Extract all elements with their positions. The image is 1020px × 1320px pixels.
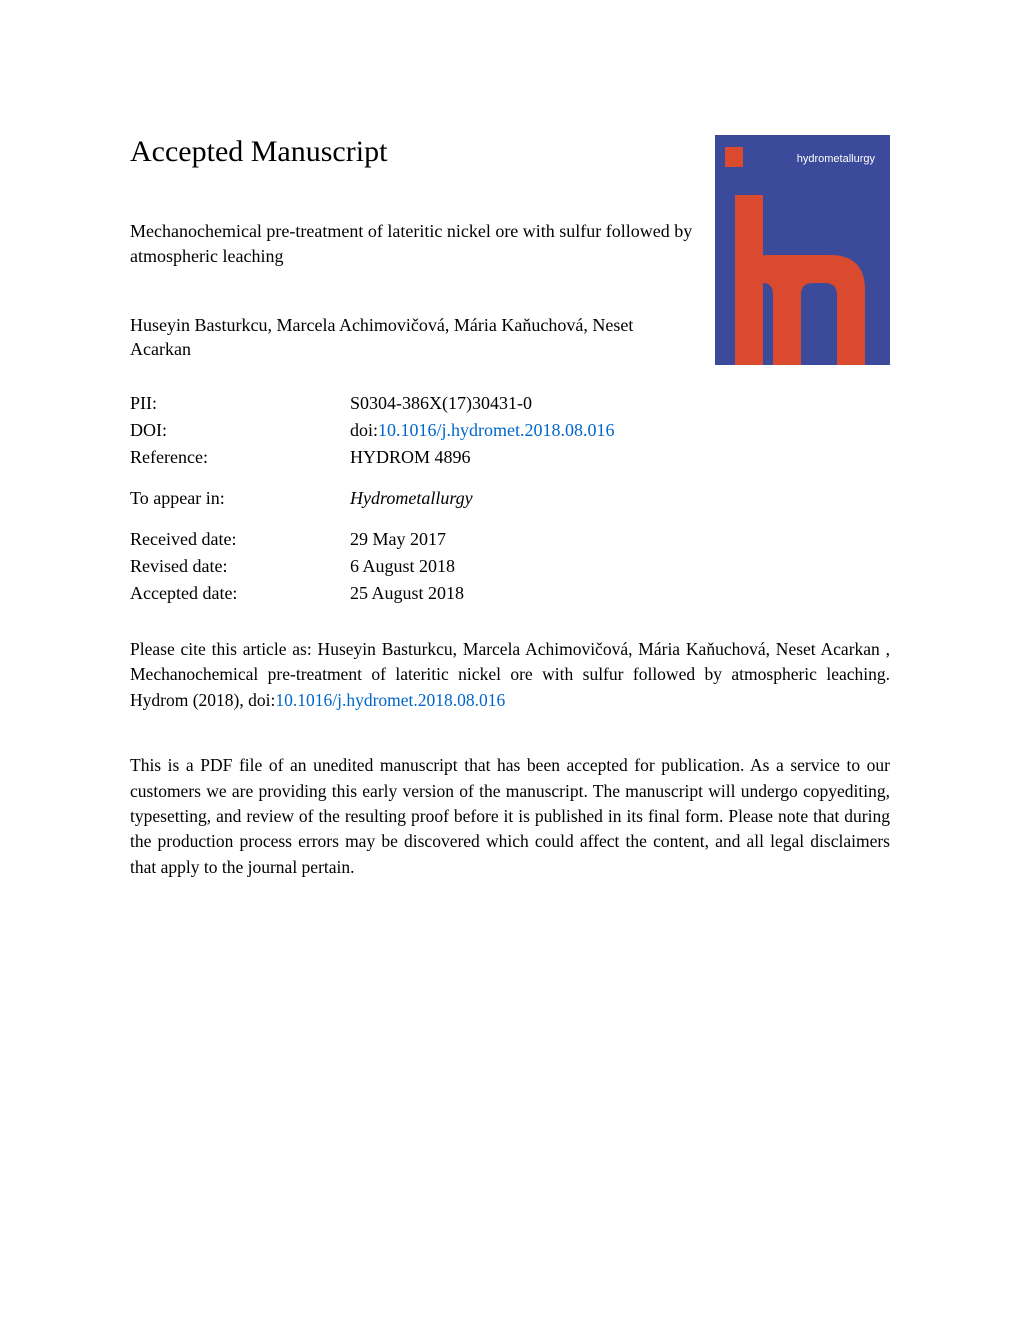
metadata-row-to-appear: To appear in: Hydrometallurgy xyxy=(130,485,890,512)
metadata-value: Hydrometallurgy xyxy=(350,485,890,512)
metadata-label: Reference: xyxy=(130,444,350,471)
metadata-label: Revised date: xyxy=(130,553,350,580)
citation-text: Please cite this article as: Huseyin Bas… xyxy=(130,637,890,713)
metadata-value: HYDROM 4896 xyxy=(350,444,890,471)
metadata-row-accepted: Accepted date: 25 August 2018 xyxy=(130,580,890,607)
citation-prefix: Please cite this article as: Huseyin Bas… xyxy=(130,639,890,710)
left-header: Accepted Manuscript Mechanochemical pre-… xyxy=(130,135,715,361)
article-title: Mechanochemical pre-treatment of laterit… xyxy=(130,219,695,269)
authors-list: Huseyin Basturkcu, Marcela Achimovičová,… xyxy=(130,314,695,361)
metadata-label: DOI: xyxy=(130,417,350,444)
metadata-value: S0304-386X(17)30431-0 xyxy=(350,390,890,417)
doi-prefix: doi: xyxy=(350,420,378,440)
metadata-label: Received date: xyxy=(130,526,350,553)
metadata-value: 6 August 2018 xyxy=(350,553,890,580)
doi-link[interactable]: 10.1016/j.hydromet.2018.08.016 xyxy=(378,420,615,440)
metadata-row-reference: Reference: HYDROM 4896 xyxy=(130,444,890,471)
metadata-table: PII: S0304-386X(17)30431-0 DOI: doi:10.1… xyxy=(130,390,890,607)
metadata-row-doi: DOI: doi:10.1016/j.hydromet.2018.08.016 xyxy=(130,417,890,444)
citation-doi-link[interactable]: 10.1016/j.hydromet.2018.08.016 xyxy=(275,690,505,710)
metadata-row-revised: Revised date: 6 August 2018 xyxy=(130,553,890,580)
metadata-label: Accepted date: xyxy=(130,580,350,607)
metadata-label: To appear in: xyxy=(130,485,350,512)
disclaimer-text: This is a PDF file of an unedited manusc… xyxy=(130,753,890,880)
metadata-value: 25 August 2018 xyxy=(350,580,890,607)
metadata-row-received: Received date: 29 May 2017 xyxy=(130,526,890,553)
publisher-logo-icon xyxy=(725,147,743,167)
header-section: Accepted Manuscript Mechanochemical pre-… xyxy=(130,135,890,365)
metadata-value: doi:10.1016/j.hydromet.2018.08.016 xyxy=(350,417,890,444)
hydrometallurgy-logo-icon xyxy=(715,195,890,365)
metadata-value: 29 May 2017 xyxy=(350,526,890,553)
page-heading: Accepted Manuscript xyxy=(130,135,695,169)
journal-cover-thumbnail: hydrometallurgy xyxy=(715,135,890,365)
metadata-row-pii: PII: S0304-386X(17)30431-0 xyxy=(130,390,890,417)
metadata-label: PII: xyxy=(130,390,350,417)
journal-cover-title: hydrometallurgy xyxy=(797,153,875,165)
